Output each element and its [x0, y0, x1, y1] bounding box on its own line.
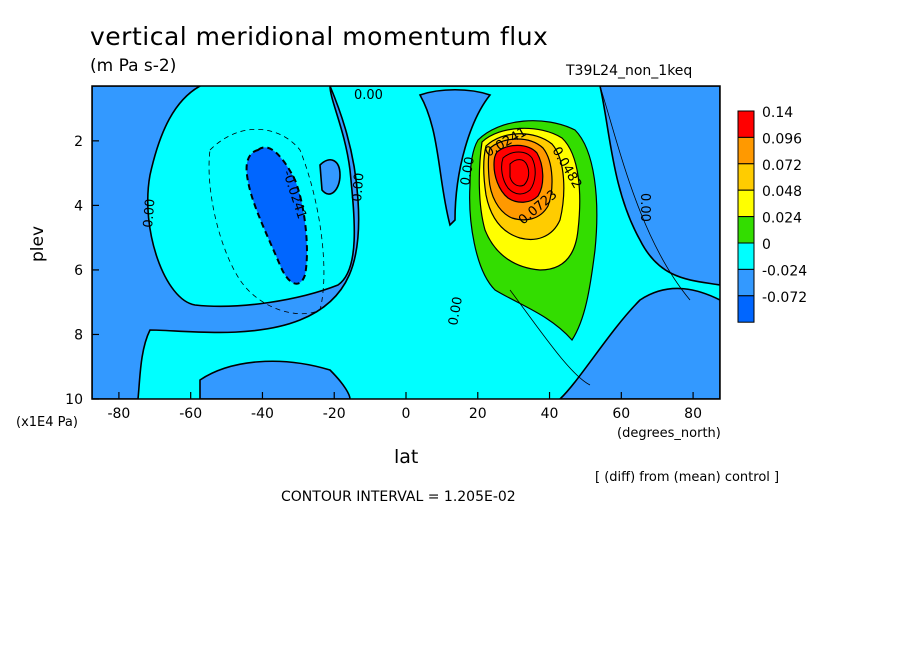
contour-label-zero-lower: 0.00: [446, 296, 466, 327]
axes: -80 -60 -40 -20 0 20 40 60 80 2 4 6 8 10: [65, 134, 702, 422]
contour-peak-2: [509, 159, 530, 187]
x-tick-label: 0: [402, 406, 411, 422]
y-axis-title: plev: [28, 225, 48, 262]
contour-label-zero-subtropic: 0.00: [350, 172, 367, 202]
contour-label-zero-highlat: 0.00: [637, 193, 652, 222]
y-axis-unit: (x1E4 Pa): [16, 415, 78, 430]
colorbar-swatch: [737, 110, 755, 138]
colorbar-swatch: [737, 163, 755, 191]
field-negative-south: [92, 86, 560, 399]
colorbar-label: 0.14: [762, 105, 793, 121]
field-negative-mid: [199, 360, 351, 399]
x-axis-title: lat: [394, 446, 419, 468]
colorbar-label: 0.024: [762, 211, 802, 227]
colorbar-label: 0.072: [762, 158, 802, 174]
y-tick-label: 6: [74, 263, 83, 279]
colorbar-swatch: [737, 295, 755, 323]
x-tick-label: -40: [251, 406, 274, 422]
field-strong-negative: [245, 146, 308, 285]
contour-label-zero-north: 0.00: [458, 156, 478, 187]
x-tick-label: 40: [541, 406, 559, 422]
colorbar-swatch: [737, 136, 755, 165]
x-axis-unit: (degrees_north): [617, 426, 721, 441]
colorbar-label: 0.096: [762, 131, 802, 147]
contour-label-zero-south: 0.00: [141, 198, 158, 228]
x-tick-label: 80: [684, 406, 702, 422]
colorbar-label: 0: [762, 237, 771, 253]
y-tick-label: 8: [74, 327, 83, 343]
x-tick-label: -20: [323, 406, 346, 422]
run-name: T39L24_non_1keq: [566, 63, 693, 79]
chart-units: (m Pa s-2): [90, 56, 177, 76]
colorbar-label: -0.024: [762, 263, 807, 279]
field-negative-north-equator: [418, 89, 492, 227]
filled-contours: [92, 86, 720, 399]
chart-title: vertical meridional momentum flux: [90, 22, 549, 51]
x-tick-label: 60: [612, 406, 630, 422]
field-negative-northpole: [599, 86, 720, 286]
colorbar-swatch: [737, 242, 755, 270]
colorbar-label: 0.048: [762, 184, 802, 200]
field-negative-small: [319, 159, 341, 195]
y-tick-label: 4: [74, 198, 83, 214]
field-negative-north-lower: [558, 287, 720, 399]
diff-note: [ (diff) from (mean) control ]: [595, 470, 780, 485]
x-tick-label: 20: [469, 406, 487, 422]
colorbar-swatch: [737, 268, 755, 297]
x-tick-label: -60: [179, 406, 202, 422]
contour-thin-north: [509, 86, 691, 386]
y-tick-label: 10: [65, 392, 83, 408]
field-positive-red: [493, 144, 544, 203]
contour-interval: CONTOUR INTERVAL = 1.205E-02: [281, 489, 516, 505]
y-tick-label: 2: [74, 134, 83, 150]
colorbar-swatch: [737, 189, 755, 218]
contour-peak-1: [501, 151, 536, 195]
x-tick-label: -80: [107, 406, 130, 422]
contour-label-zero-top: 0.00: [354, 88, 383, 103]
colorbar-swatch: [737, 216, 755, 244]
colorbar-legend: 0.14 0.096 0.072 0.048 0.024 0 -0.024 -0.072: [737, 105, 807, 323]
colorbar-label: -0.072: [762, 290, 807, 306]
contour-dashed-south: [208, 128, 325, 315]
